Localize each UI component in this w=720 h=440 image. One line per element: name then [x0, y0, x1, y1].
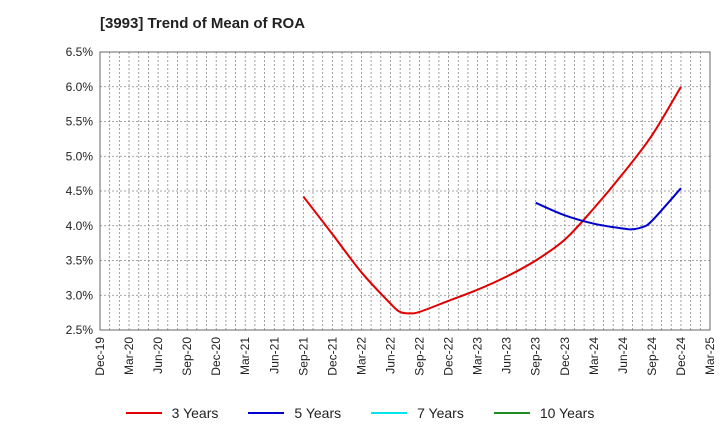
y-tick-label: 3.5%	[66, 254, 94, 268]
x-tick-label: Dec-24	[674, 337, 688, 376]
x-tick-label: Sep-23	[529, 337, 543, 376]
x-tick-label: Dec-23	[558, 337, 572, 376]
legend-label: 7 Years	[417, 405, 464, 421]
x-tick-label: Sep-24	[645, 337, 659, 376]
x-tick-label: Dec-19	[93, 337, 107, 376]
y-tick-label: 4.0%	[66, 219, 94, 233]
y-tick-label: 4.5%	[66, 184, 94, 198]
legend-label: 3 Years	[171, 405, 219, 421]
legend-item-10-years: 10 Years	[493, 405, 595, 421]
x-tick-label: Mar-24	[587, 337, 601, 375]
chart-title: [3993] Trend of Mean of ROA	[100, 15, 306, 32]
legend: 3 Years 5 Years 7 Years 10 Years	[0, 405, 720, 421]
legend-item-5-years: 5 Years	[248, 405, 341, 421]
x-tick-label: Sep-21	[296, 337, 310, 376]
legend-item-7-years: 7 Years	[371, 405, 464, 421]
y-tick-label: 2.5%	[66, 323, 94, 337]
legend-swatch	[125, 412, 162, 414]
x-tick-label: Jun-20	[151, 337, 165, 374]
legend-swatch	[248, 412, 285, 414]
y-tick-label: 6.5%	[66, 45, 94, 59]
series-line-3-years	[302, 86, 682, 315]
x-tick-label: Mar-21	[238, 337, 252, 375]
legend-swatch	[371, 412, 408, 414]
x-tick-label: Mar-25	[703, 337, 717, 375]
x-axis-ticks: Dec-19 Mar-20 Jun-20 Sep-20 Dec-20 Mar-21 Jun-…	[93, 337, 717, 376]
y-axis-ticks: 2.5% 3.0% 3.5% 4.0% 4.5% 5.0% 5.5% 6.0% 6.5%	[66, 45, 94, 337]
x-tick-label: Jun-23	[500, 337, 514, 374]
plot-area-border	[99, 51, 711, 331]
grid-lines	[100, 51, 710, 331]
x-tick-label: Mar-23	[471, 337, 485, 375]
x-tick-label: Dec-21	[325, 337, 339, 376]
x-tick-label: Jun-24	[616, 337, 630, 374]
x-tick-label: Dec-22	[442, 337, 456, 376]
y-tick-label: 5.5%	[66, 115, 94, 129]
legend-swatch	[493, 412, 530, 414]
x-tick-label: Sep-22	[413, 337, 427, 376]
x-tick-label: Mar-22	[354, 337, 368, 375]
y-tick-label: 5.0%	[66, 149, 94, 163]
y-tick-label: 6.0%	[66, 80, 94, 94]
legend-label: 5 Years	[294, 405, 342, 421]
legend-label: 10 Years	[539, 405, 595, 421]
legend-item-3-years: 3 Years	[125, 405, 219, 421]
series-lines	[302, 86, 682, 315]
series-line-5-years	[535, 187, 682, 231]
x-tick-label: Sep-20	[180, 337, 194, 376]
x-tick-label: Jun-21	[267, 337, 281, 374]
x-tick-label: Mar-20	[122, 337, 136, 375]
x-tick-label: Jun-22	[383, 337, 397, 374]
x-tick-label: Dec-20	[209, 337, 223, 376]
y-tick-label: 3.0%	[66, 288, 94, 302]
